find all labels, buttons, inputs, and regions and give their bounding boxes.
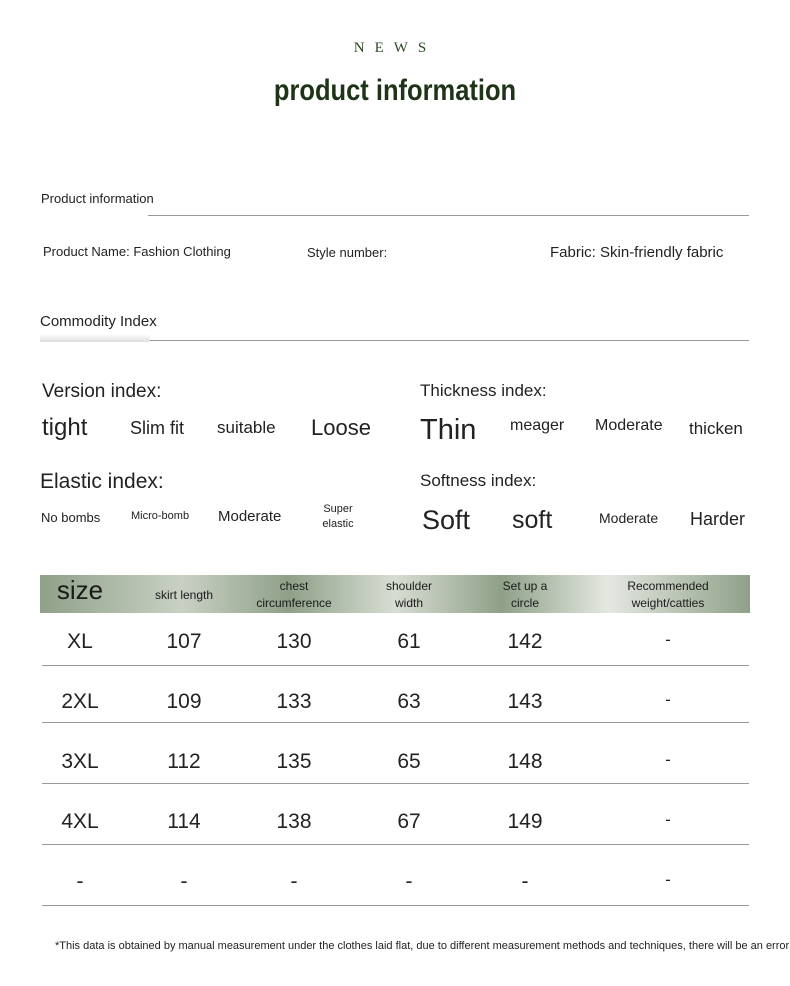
index-option: Moderate (218, 508, 282, 525)
index-option: Harder (690, 509, 746, 529)
table-cell: - (180, 870, 188, 893)
index-option: Soft (422, 505, 471, 535)
table-cell: 2XL (61, 690, 99, 713)
table-cell: 109 (166, 690, 202, 713)
index-option: thicken (689, 419, 743, 438)
decoration (40, 334, 150, 342)
row-divider (42, 665, 749, 666)
fabric: Fabric: Skin-friendly fabric (550, 244, 724, 261)
table-cell: 114 (167, 810, 201, 833)
table-cell: 61 (397, 630, 421, 653)
table-cell: 67 (397, 810, 421, 833)
index-option: suitable (217, 418, 276, 437)
table-header: chest circumference (256, 579, 332, 610)
table-cell: 138 (276, 810, 312, 833)
table-cell: - (665, 810, 671, 829)
table-cell: 107 (166, 630, 202, 653)
table-header: skirt length (154, 587, 214, 602)
table-cell: 63 (397, 690, 421, 713)
product-name: Product Name: Fashion Clothing (43, 244, 231, 259)
table-cell: 130 (276, 630, 312, 653)
divider (148, 215, 749, 216)
table-cell: XL (67, 630, 93, 653)
table-header: Set up a circle (502, 579, 548, 610)
index-label: Thickness index: (420, 381, 547, 400)
table-cell: 149 (507, 810, 543, 833)
index-option: No bombs (41, 510, 101, 525)
footnote: *This data is obtained by manual measure… (55, 940, 790, 952)
table-header: shoulder width (385, 579, 433, 610)
table-cell: 148 (507, 750, 543, 773)
index-option: Slim fit (130, 418, 184, 438)
table-cell: 4XL (61, 810, 99, 833)
divider (40, 340, 749, 341)
table-cell: - (290, 870, 298, 893)
table-cell: - (665, 690, 671, 709)
index-option: Moderate (599, 510, 659, 526)
row-divider (42, 905, 749, 906)
section-heading: Product information (41, 191, 154, 206)
row-divider (42, 783, 749, 784)
index-option: soft (512, 506, 553, 534)
table-cell: - (665, 750, 671, 769)
table-cell: 143 (507, 690, 543, 713)
index-option: Micro-bomb (131, 510, 190, 522)
table-header: size (56, 575, 104, 605)
index-option: Moderate (595, 417, 663, 434)
table-cell: - (76, 870, 84, 893)
index-option: Thin (420, 414, 477, 446)
table-cell: 135 (276, 750, 312, 773)
table-cell: 142 (507, 630, 543, 653)
table-header-bar (40, 575, 750, 613)
table-cell: - (665, 870, 671, 889)
index-option: Loose (311, 415, 371, 440)
row-divider (42, 844, 749, 845)
title: product information (273, 74, 517, 107)
index-label: Softness index: (420, 471, 537, 490)
section-heading: Commodity Index (40, 313, 157, 330)
table-cell: 65 (397, 750, 421, 773)
style-number: Style number: (307, 245, 388, 260)
index-option: Super elastic (322, 503, 354, 530)
table-cell: - (521, 870, 529, 893)
index-label: Version index: (42, 381, 162, 402)
index-option: tight (42, 414, 88, 441)
table-cell: 3XL (61, 750, 99, 773)
index-label: Elastic index: (40, 470, 164, 493)
index-option: meager (510, 417, 565, 434)
table-header: Recommended weight/catties (627, 579, 709, 610)
table-cell: - (665, 630, 671, 649)
table-cell: 133 (276, 690, 312, 713)
table-cell: 112 (167, 750, 201, 773)
eyebrow: NEWS (353, 40, 437, 56)
row-divider (42, 722, 749, 723)
table-cell: - (405, 870, 413, 893)
